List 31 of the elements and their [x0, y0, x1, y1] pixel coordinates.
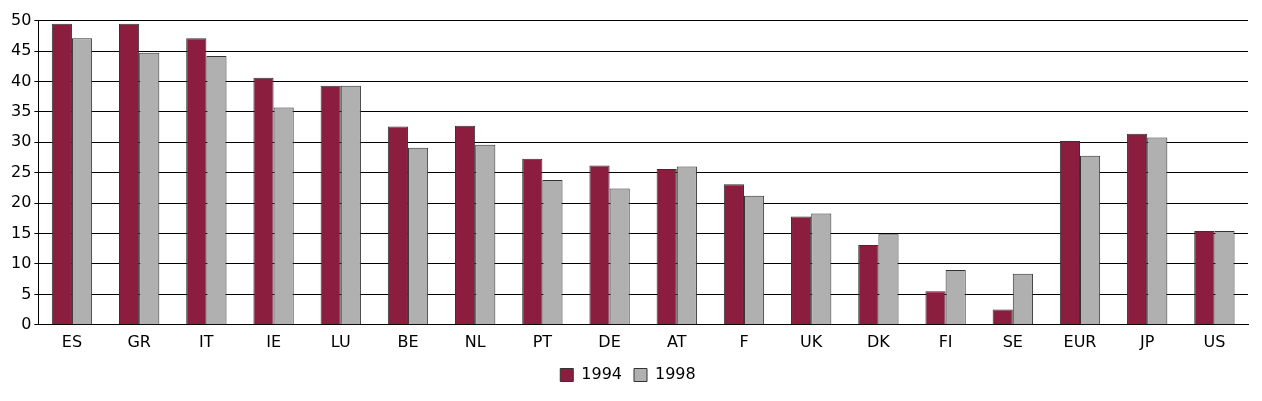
- y-tick-label: 15: [11, 222, 32, 242]
- x-tick-label: IT: [199, 331, 214, 351]
- y-tick-label: 25: [11, 161, 32, 181]
- y-tick-label: 5: [21, 283, 32, 303]
- y-tick-label: 35: [11, 101, 32, 121]
- x-tick-label: ES: [61, 331, 83, 351]
- x-tick-label: JP: [1139, 331, 1155, 351]
- x-tick-label: BE: [397, 331, 419, 351]
- x-tick-label: US: [1203, 331, 1226, 351]
- x-tick-label: LU: [330, 331, 351, 351]
- x-tick-label: NL: [464, 331, 486, 351]
- y-tick-label: 50: [11, 9, 32, 29]
- x-tick-label: AT: [667, 331, 687, 351]
- y-tick-label: 40: [11, 70, 32, 90]
- x-tick-label: DK: [866, 331, 891, 351]
- x-tick-label: FI: [938, 331, 953, 351]
- y-tick-label: 30: [11, 131, 32, 151]
- x-tick-label: DE: [598, 331, 621, 351]
- y-tick-label: 45: [11, 40, 32, 60]
- x-tick-label: SE: [1002, 331, 1023, 351]
- legend-label: 1998: [655, 364, 696, 384]
- y-tick-label: 20: [11, 192, 32, 212]
- x-tick-label: GR: [127, 331, 151, 351]
- x-tick-label: PT: [532, 331, 553, 351]
- x-tick-label: F: [739, 331, 749, 351]
- x-tick-label: IE: [266, 331, 281, 351]
- y-tick-label: 0: [21, 313, 32, 333]
- x-tick-label: EUR: [1063, 331, 1097, 351]
- legend-label: 1994: [581, 364, 622, 384]
- x-tick-label: UK: [800, 331, 823, 351]
- y-tick-label: 10: [11, 253, 32, 273]
